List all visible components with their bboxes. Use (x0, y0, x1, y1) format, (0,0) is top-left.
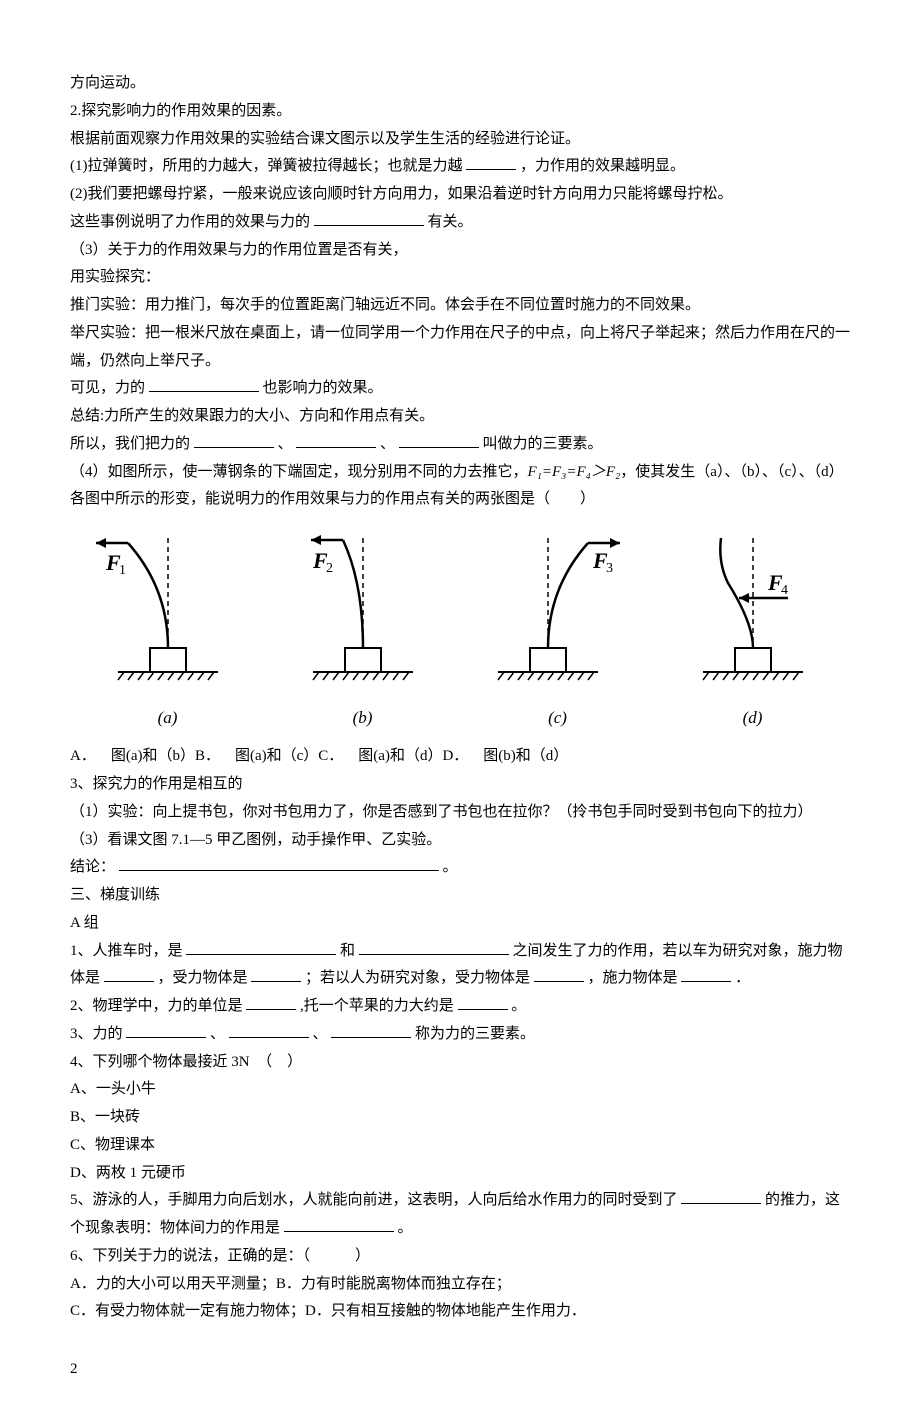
fill-blank (466, 154, 516, 170)
options-line: A． 图(a)和（b）B． 图(a)和（c）C． 图(a)和（d）D． 图(b)… (70, 743, 850, 771)
text-line: 结论： 。 (70, 854, 850, 882)
text: ，施力物体是 (588, 970, 678, 986)
question-line: 3、力的 、 、 称为力的三要素。 (70, 1021, 850, 1049)
text-line: （3）关于力的作用效果与力的作用位置是否有关， (70, 237, 850, 265)
question-line: 6、下列关于力的说法，正确的是：（ ） (70, 1243, 850, 1271)
option-line: D、两枚 1 元硬币 (70, 1160, 850, 1188)
text-line: (2)我们要把螺母拧紧，一般来说应该向顺时针方向用力，如果沿着逆时针方向用力只能… (70, 181, 850, 209)
option-line: B、一块砖 (70, 1104, 850, 1132)
fill-blank (104, 966, 154, 982)
option-line: C、物理课本 (70, 1132, 850, 1160)
text: （4）如图所示，使一薄钢条的下端固定，现分别用不同的力去推它， (70, 464, 528, 480)
text: ． (735, 970, 750, 986)
text: 。 (511, 998, 526, 1014)
diagram-a: F 1 (88, 528, 248, 698)
fill-blank (534, 966, 584, 982)
text-line: 用实验探究： (70, 264, 850, 292)
text-line: (1)拉弹簧时，所用的力越大，弹簧被拉得越长；也就是力越 ，力作用的效果越明显。 (70, 153, 850, 181)
text: 3、力的 (70, 1026, 123, 1042)
diagram-c: F 3 (478, 528, 638, 698)
formula: F₁=F₃=F₄＞F₂ (528, 464, 621, 480)
text-line: 所以，我们把力的 、 、 叫做力的三要素。 (70, 431, 850, 459)
question-line: 5、游泳的人，手脚用力向后划水，人就能向前进，这表明，人向后给水作用力的同时受到… (70, 1187, 850, 1243)
question-line: 2、物理学中，力的单位是 ,托一个苹果的力大约是 。 (70, 993, 850, 1021)
text-line: 根据前面观察力作用效果的实验结合课文图示以及学生生活的经验进行论证。 (70, 126, 850, 154)
svg-text:2: 2 (326, 561, 333, 576)
text: 和 (340, 943, 355, 959)
text: 可见，力的 (70, 380, 145, 396)
diagram-row: F 1 F 2 F 3 (70, 528, 850, 698)
text: 。 (443, 859, 458, 875)
question-line: 1、人推车时，是 和 之间发生了力的作用，若以车为研究对象，施力物体是 ，受力物… (70, 938, 850, 994)
svg-text:4: 4 (781, 583, 788, 598)
text-line: （1）实验：向上提书包，你对书包用力了，你是否感到了书包也在拉你？（拎书包手同时… (70, 799, 850, 827)
caption-b: (b) (283, 702, 443, 733)
text: 有关。 (428, 214, 473, 230)
text-line: 方向运动。 (70, 70, 850, 98)
fill-blank (681, 966, 731, 982)
text-line: （3）看课文图 7.1—5 甲乙图例，动手操作甲、乙实验。 (70, 827, 850, 855)
fill-blank (251, 966, 301, 982)
caption-c: (c) (478, 702, 638, 733)
text: 也影响力的效果。 (263, 380, 383, 396)
text: 、 (380, 436, 395, 452)
fill-blank (359, 939, 509, 955)
text: 结论： (70, 859, 115, 875)
text-line: （4）如图所示，使一薄钢条的下端固定，现分别用不同的力去推它，F₁=F₃=F₄＞… (70, 459, 850, 515)
fill-blank (296, 432, 376, 448)
text-line: 2.探究影响力的作用效果的因素。 (70, 98, 850, 126)
text: ；若以人为研究对象，受力物体是 (305, 970, 534, 986)
fill-blank (331, 1022, 411, 1038)
fill-blank (119, 855, 439, 871)
fill-blank (194, 432, 274, 448)
text: 所以，我们把力的 (70, 436, 190, 452)
text-line: 可见，力的 也影响力的效果。 (70, 375, 850, 403)
text: 、 (210, 1026, 225, 1042)
fill-blank (284, 1216, 394, 1232)
fill-blank (186, 939, 336, 955)
page-number: 2 (70, 1356, 850, 1384)
text-line: 总结:力所产生的效果跟力的大小、方向和作用点有关。 (70, 403, 850, 431)
text-line: 这些事例说明了力作用的效果与力的 有关。 (70, 209, 850, 237)
fill-blank (314, 210, 424, 226)
text: 这些事例说明了力作用的效果与力的 (70, 214, 310, 230)
fill-blank (229, 1022, 309, 1038)
option-line: A．力的大小可以用天平测量；B．力有时能脱离物体而独立存在； (70, 1271, 850, 1299)
fill-blank (126, 1022, 206, 1038)
fill-blank (246, 994, 296, 1010)
fill-blank (149, 376, 259, 392)
text: ，受力物体是 (158, 970, 248, 986)
text: 。 (398, 1220, 413, 1236)
text: 称为力的三要素。 (415, 1026, 535, 1042)
diagram-d: F 4 (673, 528, 833, 698)
section-heading: 三、梯度训练 (70, 882, 850, 910)
text: 叫做力的三要素。 (483, 436, 603, 452)
text: 5、游泳的人，手脚用力向后划水，人就能向前进，这表明，人向后给水作用力的同时受到… (70, 1192, 678, 1208)
caption-d: (d) (673, 702, 833, 733)
option-line: A、一头小牛 (70, 1076, 850, 1104)
svg-text:3: 3 (606, 561, 613, 576)
svg-text:1: 1 (119, 563, 126, 578)
text-line: 举尺实验：把一根米尺放在桌面上，请一位同学用一个力作用在尺子的中点，向上将尺子举… (70, 320, 850, 376)
text-line: 推门实验：用力推门，每次手的位置距离门轴远近不同。体会手在不同位置时施力的不同效… (70, 292, 850, 320)
diagram-captions: (a) (b) (c) (d) (70, 702, 850, 733)
caption-a: (a) (88, 702, 248, 733)
diagram-b: F 2 (283, 528, 443, 698)
text: (1)拉弹簧时，所用的力越大，弹簧被拉得越长；也就是力越 (70, 158, 463, 174)
question-line: 4、下列哪个物体最接近 3N （ ） (70, 1049, 850, 1077)
text: 、 (278, 436, 293, 452)
text: 1、人推车时，是 (70, 943, 183, 959)
group-heading: A 组 (70, 910, 850, 938)
text: 、 (313, 1026, 328, 1042)
fill-blank (458, 994, 508, 1010)
text: ，力作用的效果越明显。 (520, 158, 685, 174)
text-line: 3、探究力的作用是相互的 (70, 771, 850, 799)
fill-blank (399, 432, 479, 448)
text: ,托一个苹果的力大约是 (300, 998, 454, 1014)
option-line: C．有受力物体就一定有施力物体；D．只有相互接触的物体地能产生作用力． (70, 1298, 850, 1326)
fill-blank (681, 1188, 761, 1204)
text: 2、物理学中，力的单位是 (70, 998, 243, 1014)
